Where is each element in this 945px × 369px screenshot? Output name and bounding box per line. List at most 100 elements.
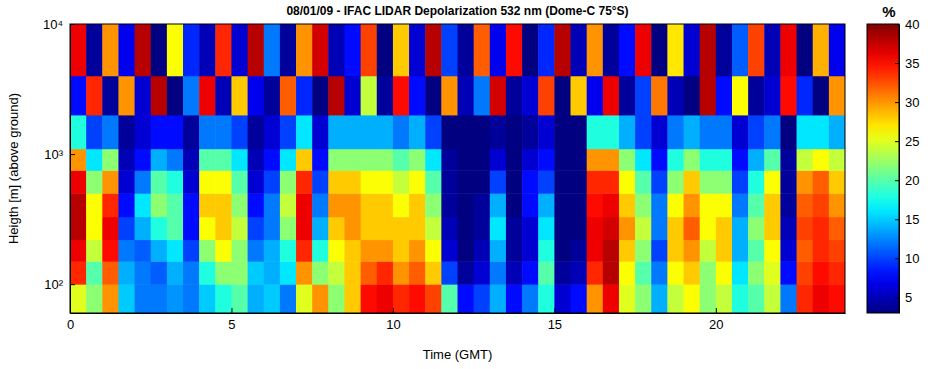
heatmap-cell — [393, 76, 410, 116]
heatmap-cell — [344, 284, 361, 313]
heatmap-cell — [70, 76, 87, 116]
heatmap-cell — [441, 193, 458, 217]
heatmap-cell — [635, 240, 652, 262]
heatmap-cell — [797, 24, 814, 76]
heatmap-cell — [764, 170, 781, 193]
heatmap-cell — [700, 284, 717, 313]
heatmap-cell — [328, 284, 345, 313]
heatmap-cell — [118, 115, 135, 149]
heatmap-cell — [797, 170, 814, 193]
heatmap-cell — [635, 193, 652, 217]
colorbar-tick: 20 — [895, 173, 919, 188]
heatmap-cell — [700, 193, 717, 217]
heatmap-cell — [619, 193, 636, 217]
heatmap-cell — [748, 76, 765, 116]
heatmap-cell — [748, 193, 765, 217]
heatmap-cell — [797, 284, 814, 313]
heatmap-cell — [425, 149, 442, 171]
heatmap-cell — [474, 261, 491, 284]
heatmap-cell — [151, 76, 168, 116]
heatmap-cell — [361, 76, 378, 116]
heatmap-cell — [603, 193, 620, 217]
heatmap-cell — [684, 76, 701, 116]
heatmap-cell — [506, 193, 523, 217]
heatmap-cell — [264, 115, 281, 149]
heatmap-cell — [635, 170, 652, 193]
heatmap-cell — [764, 240, 781, 262]
heatmap-cell — [231, 261, 248, 284]
colorbar-tick: 10 — [895, 251, 919, 266]
heatmap-cell — [716, 76, 733, 116]
heatmap-cell — [522, 193, 539, 217]
heatmap-cell — [135, 115, 152, 149]
heatmap-cell — [700, 261, 717, 284]
heatmap-cell — [619, 261, 636, 284]
heatmap-cell — [183, 261, 200, 284]
heatmap-cell — [506, 76, 523, 116]
heatmap-cell — [764, 261, 781, 284]
colorbar-tick: 30 — [895, 95, 919, 110]
y-axis-line — [70, 25, 71, 314]
heatmap-cell — [199, 284, 216, 313]
heatmap-cell — [732, 217, 749, 240]
heatmap-cell — [587, 24, 604, 76]
heatmap-cell — [603, 261, 620, 284]
heatmap-cell — [635, 24, 652, 76]
heatmap-cell — [135, 170, 152, 193]
heatmap-cell — [183, 170, 200, 193]
heatmap-cell — [377, 193, 394, 217]
heatmap-cell — [231, 76, 248, 116]
heatmap-cell — [231, 240, 248, 262]
heatmap-cell — [70, 170, 87, 193]
heatmap-cell — [571, 240, 588, 262]
heatmap-cell — [102, 217, 119, 240]
heatmap-cell — [425, 193, 442, 217]
heatmap-cell — [587, 261, 604, 284]
heatmap-cell — [199, 193, 216, 217]
heatmap-cells — [70, 24, 845, 313]
x-tick-label: 10 — [386, 317, 400, 332]
heatmap-cell — [780, 217, 797, 240]
y-tick-mark — [70, 154, 75, 155]
heatmap-cell — [264, 217, 281, 240]
heatmap-cell — [748, 284, 765, 313]
heatmap-cell — [328, 193, 345, 217]
heatmap-cell — [716, 284, 733, 313]
heatmap-cell — [522, 170, 539, 193]
heatmap-cell — [522, 284, 539, 313]
heatmap-cell — [280, 217, 297, 240]
heatmap-cell — [651, 149, 668, 171]
heatmap-cell — [667, 261, 684, 284]
heatmap-cell — [167, 193, 184, 217]
heatmap-cell — [506, 240, 523, 262]
colorbar-axis-line — [899, 25, 900, 314]
heatmap-cell — [700, 149, 717, 171]
heatmap-cell — [135, 149, 152, 171]
heatmap-cell — [393, 261, 410, 284]
heatmap-cell — [667, 76, 684, 116]
heatmap-cell — [651, 193, 668, 217]
heatmap-cell — [102, 115, 119, 149]
heatmap-cell — [684, 284, 701, 313]
heatmap-cell — [667, 284, 684, 313]
heatmap-cell — [102, 170, 119, 193]
heatmap-cell — [248, 170, 265, 193]
colorbar-tick: 25 — [895, 134, 919, 149]
heatmap-cell — [409, 261, 426, 284]
heatmap-cell — [780, 284, 797, 313]
heatmap-cell — [780, 149, 797, 171]
x-tick: 20 — [709, 308, 723, 332]
y-tick: 10⁴ — [43, 17, 75, 32]
heatmap-cell — [571, 24, 588, 76]
heatmap-cell — [587, 170, 604, 193]
heatmap-cell — [635, 115, 652, 149]
heatmap-cell — [377, 240, 394, 262]
heatmap-cell — [102, 193, 119, 217]
x-tick-mark — [554, 308, 555, 313]
heatmap-cell — [797, 217, 814, 240]
heatmap-cell — [296, 240, 313, 262]
heatmap-cell — [538, 240, 555, 262]
heatmap-cell — [118, 193, 135, 217]
heatmap-cell — [183, 217, 200, 240]
heatmap-cell — [135, 24, 152, 76]
